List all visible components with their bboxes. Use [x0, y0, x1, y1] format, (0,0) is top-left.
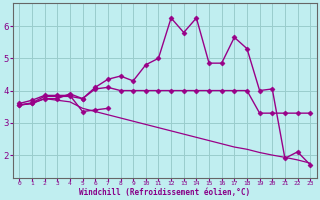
X-axis label: Windchill (Refroidissement éolien,°C): Windchill (Refroidissement éolien,°C) [79, 188, 250, 197]
